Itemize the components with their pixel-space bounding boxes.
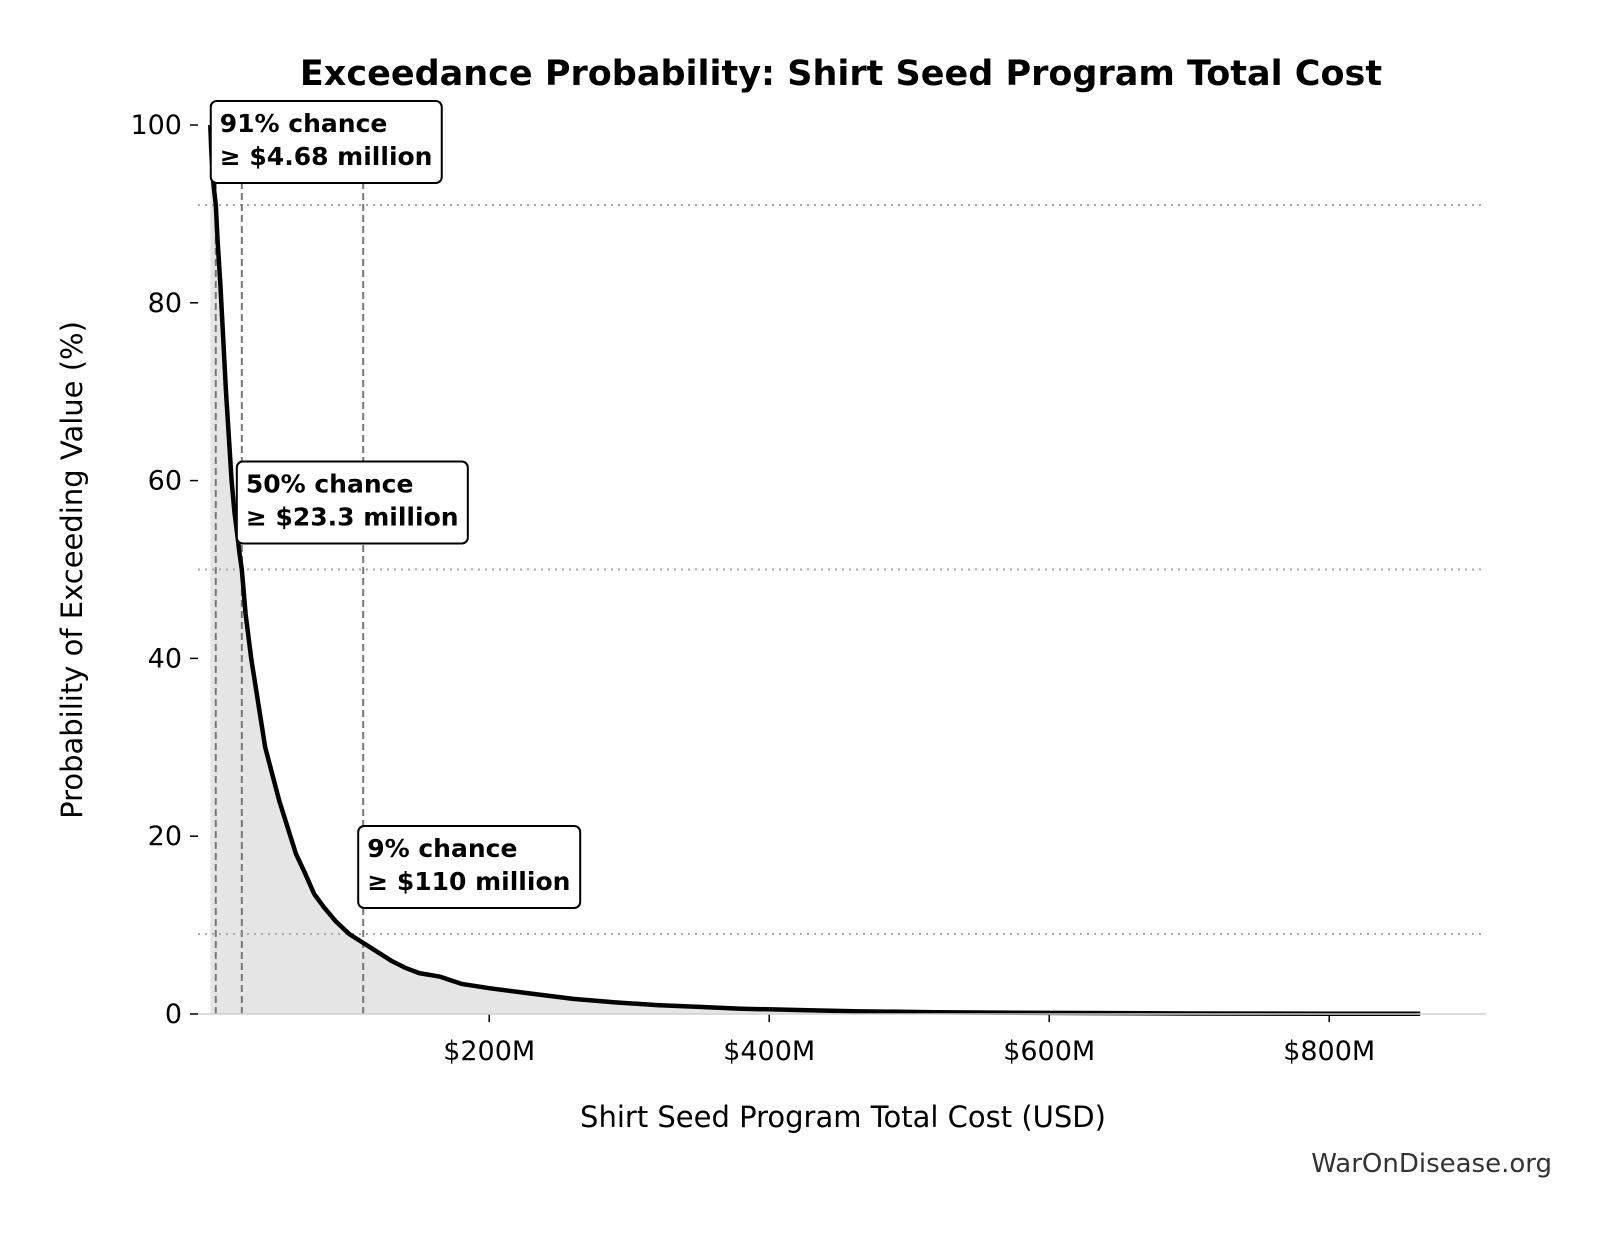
y-tick-label: 40	[148, 643, 182, 674]
x-tick-label: $400M	[723, 1036, 815, 1067]
watermark: WarOnDisease.org	[1311, 1149, 1552, 1179]
y-axis-ticks: 0 20 40 60 80 100	[130, 110, 198, 1030]
y-tick-label: 60	[148, 466, 182, 497]
y-tick-label: 20	[148, 821, 182, 852]
plot-area	[198, 124, 1486, 1017]
annotation-0: 91% chance ≥ $4.68 million	[209, 100, 443, 184]
annotation-line1: 91% chance	[220, 109, 388, 138]
y-tick-label: 100	[130, 110, 182, 141]
annotation-line2: ≥ $110 million	[367, 867, 570, 896]
x-tick-label: $200M	[443, 1036, 535, 1067]
annotation-line2: ≥ $23.3 million	[246, 503, 459, 532]
annotation-line1: 50% chance	[246, 470, 414, 499]
y-tick-label: 80	[148, 288, 182, 319]
area-fill	[210, 125, 1421, 1014]
y-axis-title: Probability of Exceeding Value (%)	[55, 321, 89, 819]
x-tick-label: $600M	[1003, 1036, 1095, 1067]
x-tick-label: $800M	[1283, 1036, 1375, 1067]
annotation-line2: ≥ $4.68 million	[220, 142, 433, 171]
annotation-box	[357, 824, 582, 909]
exceedance-curve	[208, 124, 1421, 1017]
x-axis-title: Shirt Seed Program Total Cost (USD)	[580, 1100, 1106, 1134]
x-axis-ticks: $200M $400M $600M $800M	[443, 1014, 1375, 1067]
chart-title: Exceedance Probability: Shirt Seed Progr…	[300, 54, 1382, 94]
annotation-1: 50% chance ≥ $23.3 million	[235, 460, 469, 545]
annotation-line1: 9% chance	[367, 834, 517, 863]
annotation-box	[235, 460, 469, 545]
y-tick-label: 0	[165, 999, 182, 1030]
annotation-2: 9% chance ≥ $110 million	[357, 824, 582, 909]
annotation-box	[209, 100, 443, 184]
annotations: 91% chance ≥ $4.68 million 50% chance ≥ $23…	[209, 100, 582, 909]
